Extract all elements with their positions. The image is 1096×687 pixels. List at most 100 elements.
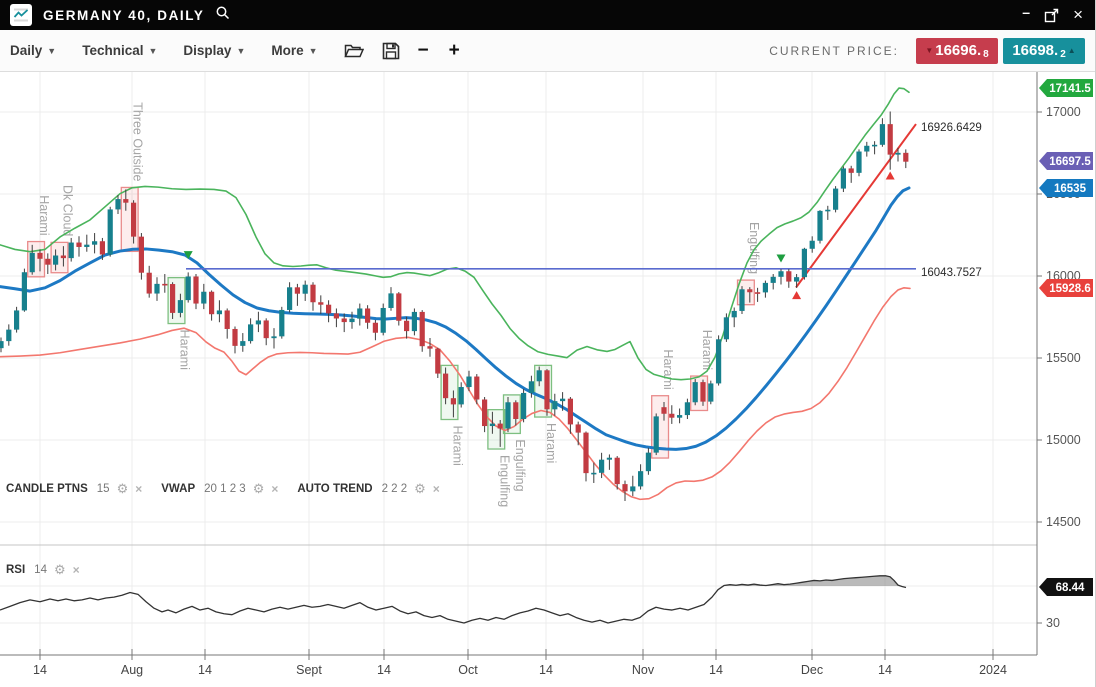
- candle: [552, 401, 558, 410]
- candle: [162, 283, 168, 286]
- chevron-down-icon: ▼: [308, 45, 318, 56]
- y-axis-label: 17000: [1046, 105, 1081, 119]
- gear-icon[interactable]: ⚙: [252, 481, 265, 496]
- candle: [794, 277, 800, 282]
- candle: [326, 304, 332, 314]
- candle: [630, 486, 636, 492]
- candle: [318, 302, 324, 305]
- chart-area[interactable]: Harami Dk Cloud Three Outside Harami Harami E…: [0, 72, 1095, 687]
- price-up-arrow-icon: ▲: [1067, 46, 1076, 55]
- candle: [115, 199, 121, 210]
- candle: [817, 210, 823, 241]
- candle: [177, 300, 183, 313]
- open-folder-icon[interactable]: [343, 42, 364, 59]
- candle: [474, 376, 480, 400]
- candle: [583, 432, 589, 474]
- candle: [396, 293, 402, 321]
- candle: [294, 287, 300, 294]
- candle: [638, 471, 644, 487]
- candle: [513, 402, 519, 420]
- x-axis-label: Sept: [296, 663, 322, 677]
- candle: [591, 472, 597, 475]
- zoom-out-button[interactable]: −: [417, 39, 429, 61]
- candle: [497, 423, 503, 429]
- price-down-arrow-icon: ▼: [925, 46, 934, 55]
- close-icon[interactable]: ×: [271, 482, 279, 496]
- x-axis-label: 14: [539, 663, 553, 677]
- candle: [60, 255, 66, 259]
- gear-icon[interactable]: ⚙: [414, 481, 426, 496]
- candle: [341, 318, 347, 323]
- gear-icon[interactable]: ⚙: [116, 481, 129, 496]
- zoom-in-button[interactable]: +: [448, 39, 460, 61]
- indicator-legend-rsi: RSI 14 ⚙ ×: [6, 562, 92, 578]
- candle: [37, 252, 43, 259]
- candle: [505, 402, 511, 429]
- x-axis-label: Dec: [801, 663, 823, 677]
- price-annotation: 16926.6429: [921, 122, 982, 134]
- candle: [856, 151, 862, 173]
- gear-icon[interactable]: ⚙: [53, 562, 66, 577]
- x-axis-label: 14: [198, 663, 212, 677]
- pattern-label: Harami: [178, 330, 192, 370]
- title-bar: GERMANY 40, DAILY – ×: [0, 0, 1095, 30]
- pattern-label: Harami: [700, 330, 714, 370]
- candle: [99, 241, 105, 255]
- indicator-params: 15: [96, 483, 110, 495]
- indicator-name: RSI: [6, 564, 26, 576]
- candle: [895, 152, 901, 155]
- candle: [661, 407, 667, 414]
- candle: [271, 336, 277, 339]
- minimize-button[interactable]: –: [1022, 4, 1031, 20]
- candle: [879, 124, 885, 145]
- bid-price-badge: ▼ 16696. 8: [916, 37, 998, 64]
- indicator-params: 14: [34, 564, 47, 576]
- trend-line-1: [795, 123, 917, 289]
- indicator-name: CANDLE PTNS: [6, 483, 88, 495]
- candle: [240, 341, 246, 346]
- pattern-label: Engulfing: [497, 455, 511, 507]
- display-menu[interactable]: Display ▼: [183, 43, 246, 58]
- close-icon[interactable]: ×: [1073, 5, 1083, 24]
- candle: [29, 252, 35, 273]
- candle: [833, 188, 839, 210]
- candle: [778, 271, 784, 277]
- candle: [0, 341, 4, 349]
- axis-price-badge: 68.44: [1039, 578, 1093, 596]
- candle: [653, 416, 659, 453]
- restore-button[interactable]: [1044, 4, 1059, 26]
- close-icon[interactable]: ×: [135, 482, 143, 496]
- technical-menu[interactable]: Technical ▼: [82, 43, 158, 58]
- chevron-down-icon: ▼: [148, 45, 158, 56]
- upper-band-line: [0, 87, 910, 381]
- candle: [404, 320, 410, 332]
- y-axis-label: 15500: [1046, 351, 1081, 365]
- close-icon[interactable]: ×: [72, 563, 80, 577]
- axis-price-badge: 17141.5: [1039, 79, 1093, 97]
- candle: [310, 284, 316, 303]
- svg-text:17141.5: 17141.5: [1049, 83, 1091, 95]
- svg-text:15928.6: 15928.6: [1049, 283, 1091, 295]
- candle: [380, 307, 386, 333]
- gridlines: [0, 72, 1037, 655]
- axis-price-badge: 16697.5: [1039, 152, 1093, 170]
- candle: [482, 399, 488, 427]
- close-icon[interactable]: ×: [432, 482, 440, 496]
- y-axis-label: 15000: [1046, 433, 1081, 447]
- candle: [692, 382, 698, 403]
- pattern-label: Engulfing: [513, 439, 527, 491]
- candle: [840, 168, 846, 189]
- candle: [248, 324, 254, 342]
- indicator-params: 2 2 2: [381, 483, 408, 495]
- candle: [560, 398, 566, 402]
- triangle-up-marker: [792, 291, 802, 300]
- candle: [224, 310, 230, 329]
- x-axis-label: 14: [33, 663, 47, 677]
- search-icon[interactable]: [215, 5, 231, 26]
- timeframe-menu[interactable]: Daily ▼: [10, 43, 57, 58]
- candle: [14, 310, 20, 330]
- more-menu[interactable]: More ▼: [271, 43, 318, 58]
- candle: [536, 370, 542, 382]
- app-logo-icon: [10, 4, 32, 26]
- save-icon[interactable]: [382, 42, 400, 60]
